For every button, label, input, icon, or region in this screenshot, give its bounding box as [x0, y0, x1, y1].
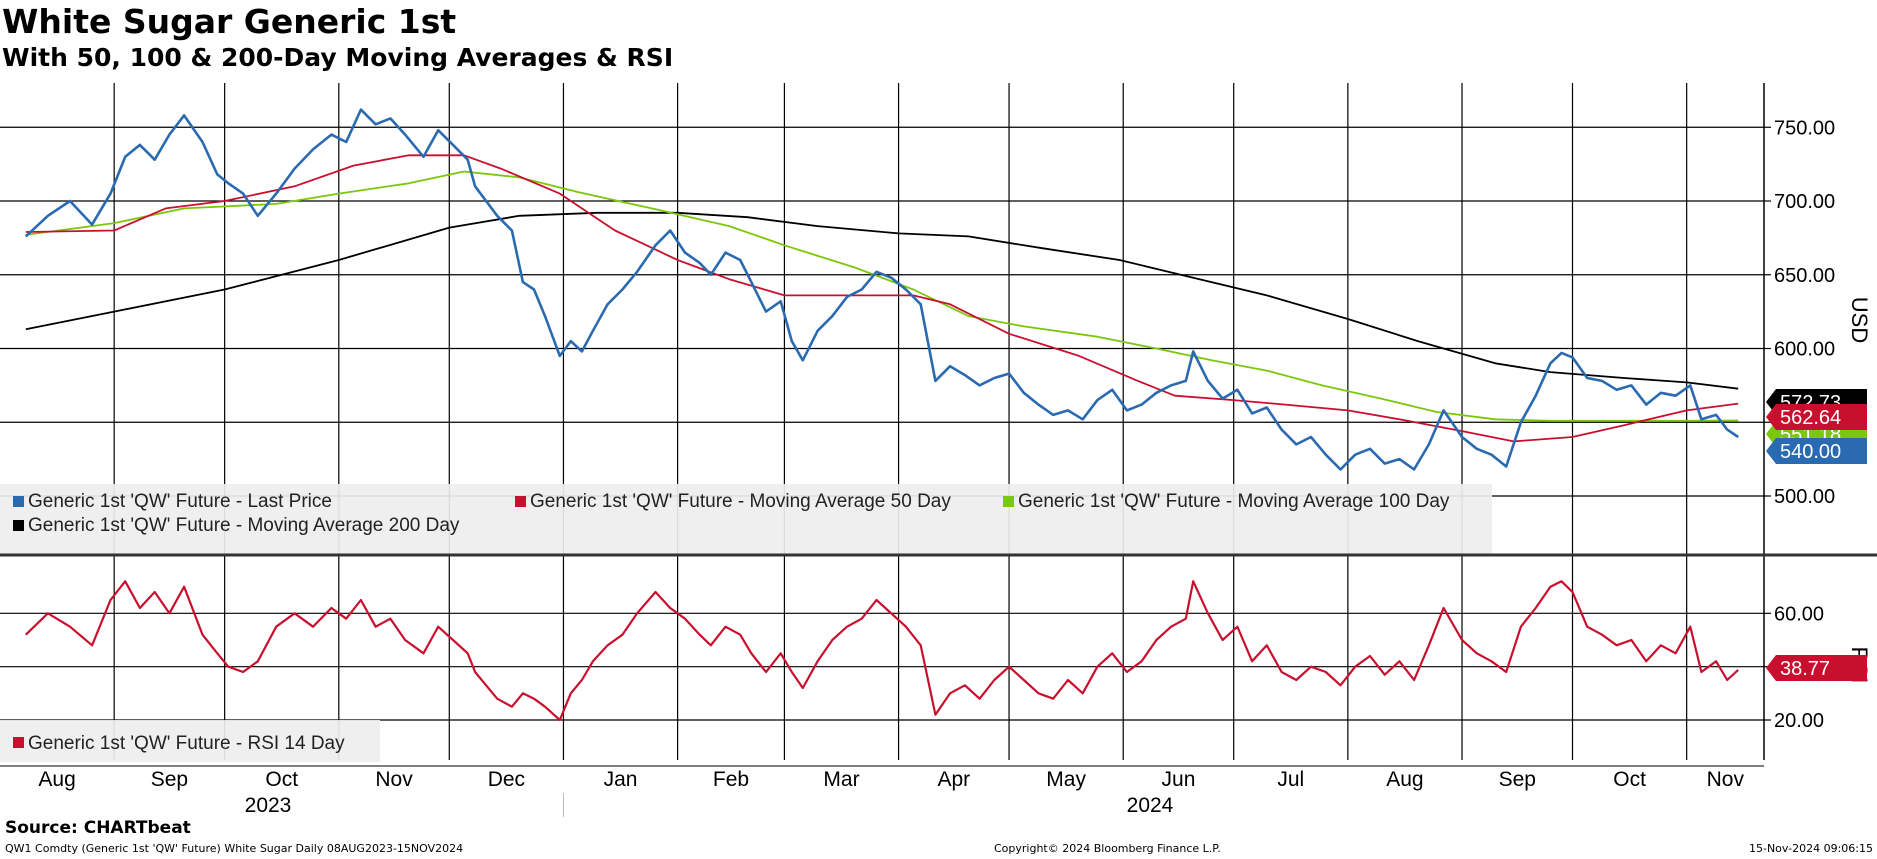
price-tick-label: 600.00 [1774, 339, 1835, 361]
month-label: Dec [488, 768, 525, 791]
month-label: Oct [265, 768, 298, 791]
month-label: Aug [1386, 768, 1423, 791]
rsi-tick-label: 60.00 [1774, 603, 1824, 625]
rsi-legend-bg [0, 720, 380, 762]
series-line-rsi [25, 580, 1739, 722]
legend-swatch-price [13, 496, 24, 507]
chart-title: White Sugar Generic 1st [2, 2, 457, 41]
month-label: Feb [713, 768, 749, 791]
price-tick-label: 700.00 [1774, 191, 1835, 213]
month-label: Mar [823, 768, 859, 791]
price-legend-bg [0, 484, 1492, 554]
footer-center: Copyright© 2024 Bloomberg Finance L.P. [994, 842, 1221, 855]
series-line-ma50 [25, 154, 1739, 443]
rsi-tick-label: 20.00 [1774, 710, 1824, 732]
month-label: Jan [604, 768, 638, 791]
month-label: Nov [1707, 768, 1745, 791]
month-label: Nov [375, 768, 413, 791]
last-value-price-bg [1766, 438, 1867, 464]
price-tick-label: 650.00 [1774, 265, 1835, 287]
last-value-ma50-text: 562.64 [1780, 407, 1841, 429]
last-value-ma50: 562.64 [1766, 404, 1867, 430]
footer-right: 15-Nov-2024 09:06:15 [1748, 842, 1873, 855]
series-line-last-price [24, 108, 1739, 471]
last-value-price-text: 540.00 [1780, 441, 1841, 463]
last-value-ma50-bg [1766, 404, 1867, 430]
axes: Aug Sep Oct Nov Dec Jan Feb Mar Apr May Jun Jul Aug S… [0, 83, 1877, 817]
last-value-rsi-bg [1766, 655, 1867, 681]
legend-swatch-rsi [13, 737, 24, 748]
year-label: 2023 [245, 794, 292, 817]
year-label: 2024 [1127, 794, 1174, 817]
legend-swatch-ma200 [13, 520, 24, 531]
month-label: Apr [937, 768, 970, 791]
month-label: Aug [38, 768, 75, 791]
legend-label-price: Generic 1st 'QW' Future - Last Price [28, 491, 332, 512]
month-label: Jun [1162, 768, 1196, 791]
month-label: Sep [1499, 768, 1536, 791]
month-label: Oct [1613, 768, 1646, 791]
month-label: Jul [1277, 768, 1304, 791]
price-axis-label: USD [1847, 297, 1872, 343]
legend-label-ma100: Generic 1st 'QW' Future - Moving Average… [1018, 491, 1450, 512]
legend-label-ma50: Generic 1st 'QW' Future - Moving Average… [530, 491, 951, 512]
price-tick-label: 500.00 [1774, 486, 1835, 508]
legend-swatch-ma100 [1003, 496, 1014, 507]
last-value-price: 540.00 [1766, 438, 1867, 464]
legend-label-rsi: Generic 1st 'QW' Future - RSI 14 Day [28, 733, 345, 754]
source-note: Source: CHARTbeat [5, 818, 191, 838]
series-lines [24, 108, 1739, 722]
price-tick-label: 750.00 [1774, 117, 1835, 139]
chart-subtitle: With 50, 100 & 200-Day Moving Averages &… [2, 43, 674, 72]
month-label: Sep [151, 768, 188, 791]
grid [0, 83, 1764, 760]
footer-left: QW1 Comdty (Generic 1st 'QW' Future) Whi… [5, 842, 464, 855]
legend: Generic 1st 'QW' Future - Last Price Gene… [0, 484, 1492, 762]
legend-label-ma200: Generic 1st 'QW' Future - Moving Average… [28, 515, 460, 536]
series-line-ma200 [25, 211, 1739, 390]
month-label: May [1046, 768, 1086, 791]
last-value-rsi-text: 38.77 [1780, 658, 1830, 680]
last-value-rsi: 38.77 [1766, 655, 1867, 681]
legend-swatch-ma50 [515, 496, 526, 507]
